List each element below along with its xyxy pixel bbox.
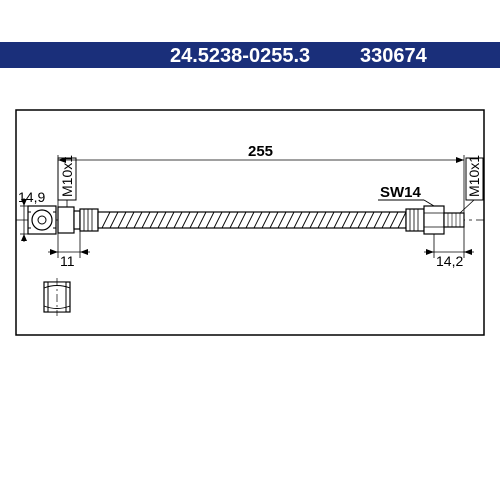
header-ref-number: 330674 <box>360 45 428 67</box>
dim-left-offset: 11 <box>48 231 90 269</box>
left-fitting-side: M10x1 <box>58 155 98 233</box>
svg-text:M10x1: M10x1 <box>466 155 482 197</box>
header-part-number: 24.5238-0255.3 <box>170 45 310 67</box>
left-end-front <box>28 206 56 234</box>
svg-text:SW14: SW14 <box>380 184 422 201</box>
svg-text:14,2: 14,2 <box>436 253 463 269</box>
dim-wrench: SW14 <box>378 184 434 206</box>
hose-body <box>98 212 406 228</box>
svg-text:14,9: 14,9 <box>18 189 45 205</box>
svg-text:255: 255 <box>248 143 273 160</box>
dim-overall-length: 255 <box>58 143 464 213</box>
svg-text:11: 11 <box>60 253 75 269</box>
aux-view-nut <box>44 278 70 316</box>
